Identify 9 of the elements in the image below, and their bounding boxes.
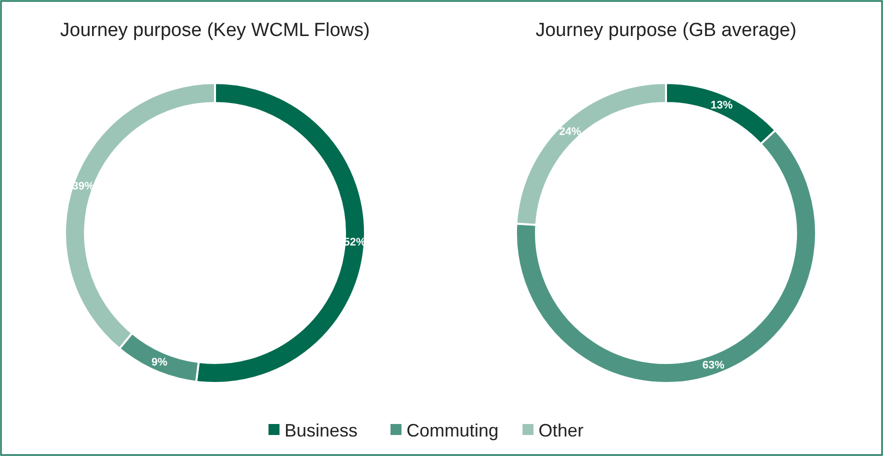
legend-label: Other — [538, 420, 584, 440]
data-label: 13% — [710, 99, 733, 112]
legend-label: Business — [284, 420, 358, 440]
data-label: 9% — [151, 356, 168, 368]
data-label: 63% — [702, 360, 725, 372]
data-label: 24% — [559, 126, 582, 138]
chart-title: Journey purpose (Key WCML Flows) — [60, 20, 370, 41]
chart-title: Journey purpose (GB average) — [536, 20, 796, 41]
legend-label: Commuting — [406, 420, 499, 440]
